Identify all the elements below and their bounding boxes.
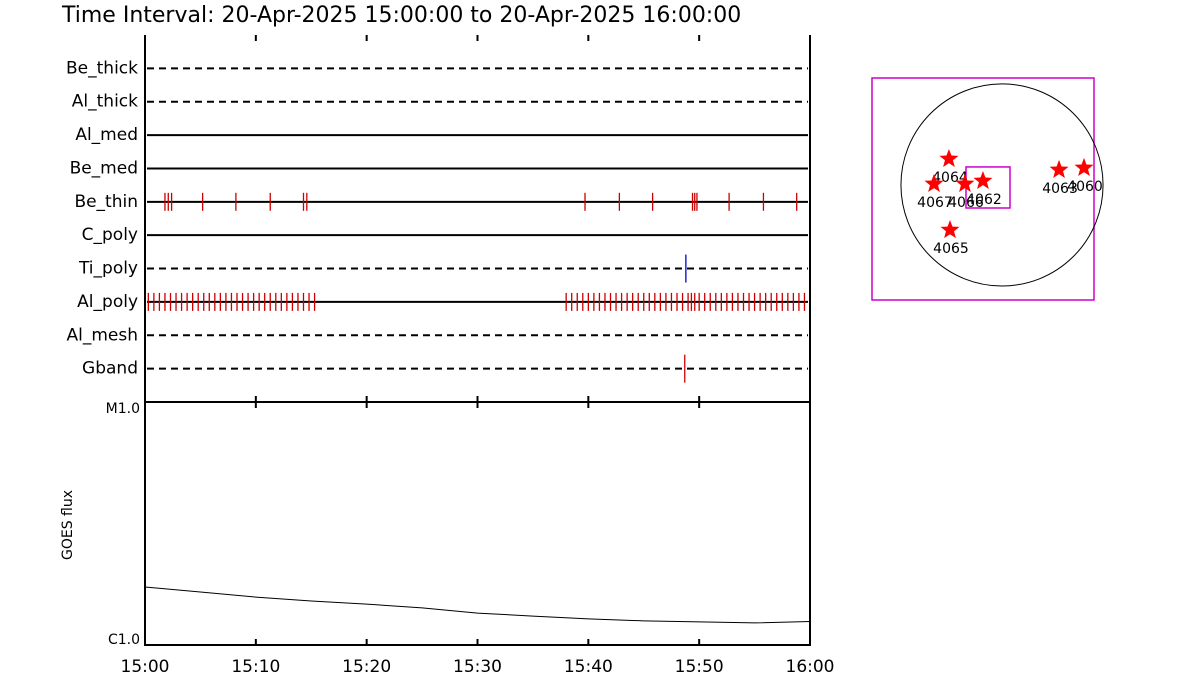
region-label: 4066: [948, 195, 984, 211]
x-tick-label: 15:00: [121, 657, 170, 677]
solar-disk: [900, 83, 1104, 287]
goes-curve: [144, 586, 811, 624]
row-label: Al_thick: [72, 92, 138, 112]
region-star: [939, 148, 959, 168]
x-tick-label: 15:20: [342, 657, 391, 677]
region-star: [973, 170, 993, 190]
row-label: Ti_poly: [78, 259, 138, 279]
y-axis-label: GOES flux: [60, 490, 76, 560]
region-star: [955, 173, 975, 192]
region-star: [940, 220, 960, 239]
region-star: [924, 173, 944, 192]
map-frame: [871, 77, 1095, 301]
region-star: [1074, 157, 1094, 176]
row-label: Gband: [82, 359, 138, 379]
y-tick-label: M1.0: [106, 401, 140, 417]
x-tick-label: 15:10: [231, 657, 280, 677]
row-label: C_poly: [82, 225, 138, 245]
row-label: Be_thin: [74, 192, 138, 212]
region-label: 4062: [966, 192, 1002, 208]
x-tick-label: 16:00: [786, 657, 835, 677]
region-star: [1049, 159, 1069, 178]
x-tick-label: 15:30: [453, 657, 502, 677]
y-tick-label: C1.0: [108, 632, 140, 648]
row-label: Al_mesh: [66, 325, 138, 345]
row-label: Al_med: [75, 125, 138, 145]
x-tick-label: 15:40: [564, 657, 613, 677]
plot-frame: [144, 401, 811, 646]
x-tick-label: 15:50: [675, 657, 724, 677]
row-label: Be_med: [70, 158, 138, 178]
region-label: 4065: [933, 241, 969, 257]
row-label: Al_poly: [77, 292, 138, 312]
title: Time Interval: 20-Apr-2025 15:00:00 to 2…: [61, 3, 741, 28]
row-label: Be_thick: [66, 58, 138, 78]
region-label: 4063: [1042, 181, 1078, 197]
region-label: 4060: [1067, 179, 1103, 195]
region-label: 4067: [917, 195, 953, 211]
